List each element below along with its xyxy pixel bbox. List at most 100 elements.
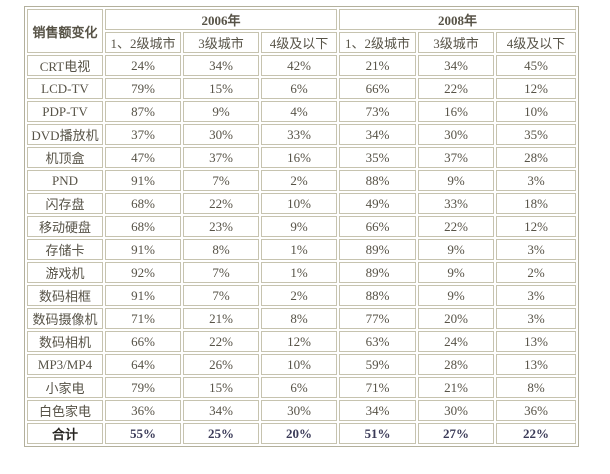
value-cell: 66% [339,78,416,99]
value-cell: 66% [339,216,416,237]
value-cell: 13% [496,331,576,352]
value-cell: 68% [105,216,181,237]
value-cell: 37% [105,124,181,145]
value-cell: 15% [183,377,259,398]
value-cell: 24% [105,55,181,76]
table-row: 存储卡 91% 8% 1% 89% 9% 3% [27,239,576,260]
product-label-cell: 数码相机 [27,331,103,352]
table-row: MP3/MP4 64% 26% 10% 59% 28% 13% [27,354,576,375]
value-cell: 2% [496,262,576,283]
value-cell: 71% [105,308,181,329]
product-label-cell: 游戏机 [27,262,103,283]
value-cell: 34% [418,55,494,76]
product-label-cell: 白色家电 [27,400,103,421]
tier-header-2006-tier3: 3级城市 [183,32,259,53]
value-cell: 51% [339,423,416,444]
product-label-cell: CRT电视 [27,55,103,76]
value-cell: 10% [261,193,337,214]
value-cell: 49% [339,193,416,214]
table-row: DVD播放机 37% 30% 33% 34% 30% 35% [27,124,576,145]
tier-header-2008-tier4: 4级及以下 [496,32,576,53]
header-row-years: 销售额变化 2006年 2008年 [27,9,576,53]
tier-header-2008-tier3: 3级城市 [418,32,494,53]
sales-change-table: 销售额变化 2006年 2008年 1、2级城市 3级城市 4级及以下 1、2级… [24,6,579,447]
value-cell: 22% [418,216,494,237]
value-cell: 20% [418,308,494,329]
value-cell: 79% [105,377,181,398]
value-cell: 3% [496,308,576,329]
value-cell: 10% [261,354,337,375]
table-row: 小家电 79% 15% 6% 71% 21% 8% [27,377,576,398]
value-cell: 91% [105,170,181,191]
value-cell: 9% [418,239,494,260]
tier-header-2006-tier4: 4级及以下 [261,32,337,53]
value-cell: 28% [418,354,494,375]
value-cell: 68% [105,193,181,214]
value-cell: 30% [418,400,494,421]
value-cell: 7% [183,262,259,283]
value-cell: 59% [339,354,416,375]
value-cell: 6% [261,377,337,398]
table-row: 机顶盒 47% 37% 16% 35% 37% 28% [27,147,576,168]
value-cell: 88% [339,170,416,191]
product-label-cell: 移动硬盘 [27,216,103,237]
table-row: 移动硬盘 68% 23% 9% 66% 22% 12% [27,216,576,237]
value-cell: 91% [105,239,181,260]
header-row-tiers: 1、2级城市 3级城市 4级及以下 1、2级城市 3级城市 4级及以下 [27,32,576,53]
value-cell: 73% [339,101,416,122]
product-label-cell: 闪存盘 [27,193,103,214]
value-cell: 25% [183,423,259,444]
value-cell: 22% [418,78,494,99]
value-cell: 92% [105,262,181,283]
product-label-cell: 存储卡 [27,239,103,260]
value-cell: 22% [496,423,576,444]
table-row: PDP-TV 87% 9% 4% 73% 16% 10% [27,101,576,122]
table-row: 数码相机 66% 22% 12% 63% 24% 13% [27,331,576,352]
value-cell: 3% [496,239,576,260]
table-row: 白色家电 36% 34% 30% 34% 30% 36% [27,400,576,421]
sales-change-table-container: 销售额变化 2006年 2008年 1、2级城市 3级城市 4级及以下 1、2级… [24,6,579,447]
tier-header-2006-tier12: 1、2级城市 [105,32,181,53]
value-cell: 12% [496,216,576,237]
value-cell: 34% [339,124,416,145]
value-cell: 47% [105,147,181,168]
corner-header: 销售额变化 [27,9,103,53]
product-label-cell: MP3/MP4 [27,354,103,375]
value-cell: 35% [496,124,576,145]
value-cell: 45% [496,55,576,76]
value-cell: 33% [418,193,494,214]
value-cell: 2% [261,285,337,306]
value-cell: 88% [339,285,416,306]
table-body: CRT电视 24% 34% 42% 21% 34% 45% LCD-TV 79% 15% 6% 66%… [27,55,576,444]
value-cell: 2% [261,170,337,191]
value-cell: 37% [183,147,259,168]
product-label-cell: 数码摄像机 [27,308,103,329]
value-cell: 23% [183,216,259,237]
value-cell: 42% [261,55,337,76]
value-cell: 1% [261,262,337,283]
value-cell: 55% [105,423,181,444]
value-cell: 7% [183,285,259,306]
value-cell: 27% [418,423,494,444]
table-row: PND 91% 7% 2% 88% 9% 3% [27,170,576,191]
product-label-cell: DVD播放机 [27,124,103,145]
value-cell: 87% [105,101,181,122]
year-header-2006: 2006年 [105,9,337,30]
value-cell: 79% [105,78,181,99]
value-cell: 33% [261,124,337,145]
value-cell: 89% [339,262,416,283]
table-row: 数码摄像机 71% 21% 8% 77% 20% 3% [27,308,576,329]
value-cell: 9% [418,285,494,306]
value-cell: 89% [339,239,416,260]
value-cell: 6% [261,78,337,99]
table-row: 游戏机 92% 7% 1% 89% 9% 2% [27,262,576,283]
value-cell: 4% [261,101,337,122]
value-cell: 22% [183,193,259,214]
value-cell: 15% [183,78,259,99]
table-row: 数码相框 91% 7% 2% 88% 9% 3% [27,285,576,306]
value-cell: 66% [105,331,181,352]
value-cell: 36% [105,400,181,421]
value-cell: 21% [418,377,494,398]
value-cell: 34% [183,55,259,76]
value-cell: 34% [339,400,416,421]
